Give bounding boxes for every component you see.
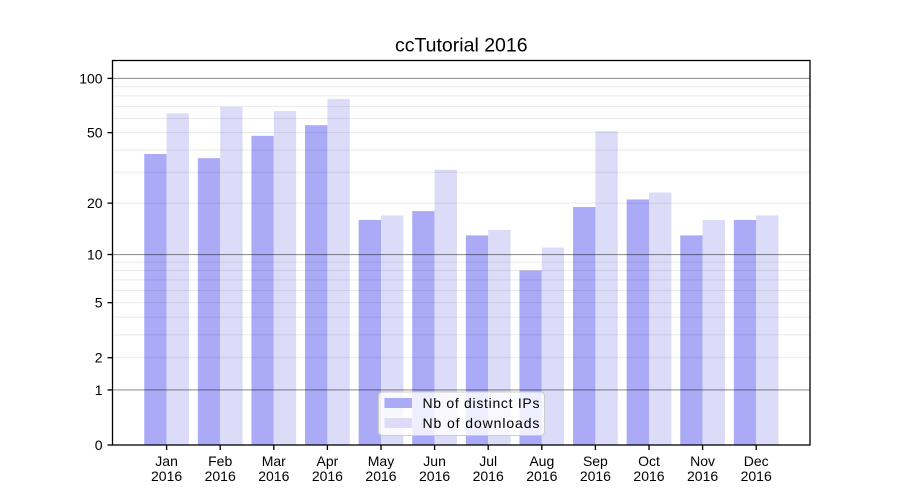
svg-text:10: 10 — [87, 246, 103, 262]
svg-text:Oct: Oct — [638, 453, 660, 469]
svg-text:50: 50 — [87, 125, 103, 141]
svg-text:2016: 2016 — [473, 468, 504, 484]
svg-text:2016: 2016 — [687, 468, 718, 484]
svg-text:Jun: Jun — [423, 453, 446, 469]
svg-text:Jul: Jul — [479, 453, 497, 469]
svg-text:Nb of downloads: Nb of downloads — [423, 415, 541, 431]
svg-text:2016: 2016 — [419, 468, 450, 484]
svg-text:5: 5 — [95, 295, 103, 311]
svg-text:2016: 2016 — [526, 468, 557, 484]
svg-text:2016: 2016 — [151, 468, 182, 484]
svg-text:0: 0 — [95, 437, 103, 453]
svg-text:2016: 2016 — [741, 468, 772, 484]
svg-text:2: 2 — [95, 350, 103, 366]
svg-text:2016: 2016 — [633, 468, 664, 484]
svg-text:2016: 2016 — [365, 468, 396, 484]
svg-text:Nov: Nov — [690, 453, 715, 469]
svg-text:1: 1 — [95, 382, 103, 398]
svg-text:Mar: Mar — [262, 453, 286, 469]
svg-text:Sep: Sep — [583, 453, 608, 469]
svg-text:2016: 2016 — [258, 468, 289, 484]
svg-text:20: 20 — [87, 195, 103, 211]
svg-text:May: May — [368, 453, 394, 469]
svg-text:2016: 2016 — [312, 468, 343, 484]
svg-text:Jan: Jan — [155, 453, 178, 469]
svg-text:Aug: Aug — [529, 453, 554, 469]
svg-text:Nb of distinct IPs: Nb of distinct IPs — [423, 395, 541, 411]
svg-text:Feb: Feb — [208, 453, 232, 469]
svg-text:Dec: Dec — [744, 453, 769, 469]
svg-text:Apr: Apr — [317, 453, 339, 469]
svg-text:100: 100 — [79, 70, 103, 86]
svg-text:ccTutorial 2016: ccTutorial 2016 — [395, 35, 528, 57]
svg-text:2016: 2016 — [580, 468, 611, 484]
svg-text:2016: 2016 — [205, 468, 236, 484]
